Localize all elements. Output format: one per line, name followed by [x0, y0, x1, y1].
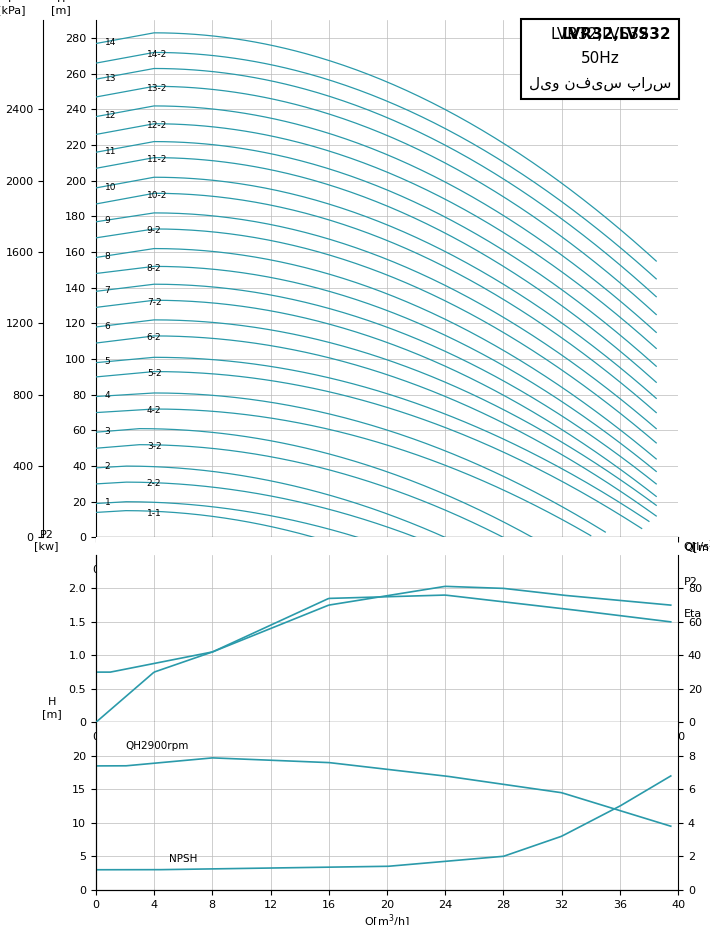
- Text: 2: 2: [104, 462, 110, 472]
- Text: 3: 3: [104, 426, 110, 436]
- Text: LVR32,LVS32
50Hz
لیو نفیس پارس: LVR32,LVS32 50Hz لیو نفیس پارس: [529, 27, 671, 91]
- Text: 12-2: 12-2: [147, 121, 167, 130]
- Text: 6-2: 6-2: [147, 333, 161, 342]
- Text: P2: P2: [684, 577, 698, 587]
- Text: H
[m]: H [m]: [43, 697, 62, 719]
- Text: 13-2: 13-2: [147, 83, 167, 93]
- Text: 7-2: 7-2: [147, 298, 161, 306]
- Text: 10: 10: [104, 182, 116, 191]
- Text: 4: 4: [104, 391, 110, 401]
- Text: 3-2: 3-2: [147, 442, 161, 451]
- Text: Q[l/s]: Q[l/s]: [684, 541, 710, 551]
- Text: P
[kPa]: P [kPa]: [0, 0, 26, 15]
- Text: 1-1: 1-1: [147, 509, 162, 518]
- Text: LVR32,LVS32: LVR32,LVS32: [562, 27, 671, 42]
- Text: 9: 9: [104, 216, 110, 226]
- Text: 9-2: 9-2: [147, 227, 161, 235]
- Text: 4-2: 4-2: [147, 406, 161, 415]
- Text: NPSH: NPSH: [169, 854, 197, 864]
- Text: 8: 8: [104, 253, 110, 261]
- Text: 2-2: 2-2: [147, 479, 161, 488]
- Text: 5: 5: [104, 357, 110, 366]
- Text: QH2900rpm: QH2900rpm: [125, 741, 188, 751]
- Text: Q[m$^3$/h]: Q[m$^3$/h]: [684, 538, 710, 557]
- Text: 5-2: 5-2: [147, 369, 161, 378]
- Text: P2
[kw]: P2 [kw]: [34, 530, 59, 551]
- Text: 11: 11: [104, 147, 116, 156]
- Text: Eta: Eta: [684, 609, 702, 619]
- Text: 1: 1: [104, 499, 110, 507]
- Text: 7: 7: [104, 286, 110, 295]
- Text: 14: 14: [104, 38, 116, 47]
- Text: 10-2: 10-2: [147, 191, 167, 200]
- Text: 14-2: 14-2: [147, 50, 167, 58]
- X-axis label: Q[m$^3$/h]: Q[m$^3$/h]: [364, 912, 410, 925]
- Text: 6: 6: [104, 322, 110, 330]
- Text: 8-2: 8-2: [147, 264, 161, 273]
- Text: 12: 12: [104, 111, 116, 120]
- Text: 13: 13: [104, 74, 116, 83]
- X-axis label: Q[m$^3$/h]: Q[m$^3$/h]: [364, 745, 410, 763]
- Text: H
[m]: H [m]: [51, 0, 71, 15]
- Text: 11-2: 11-2: [147, 154, 167, 164]
